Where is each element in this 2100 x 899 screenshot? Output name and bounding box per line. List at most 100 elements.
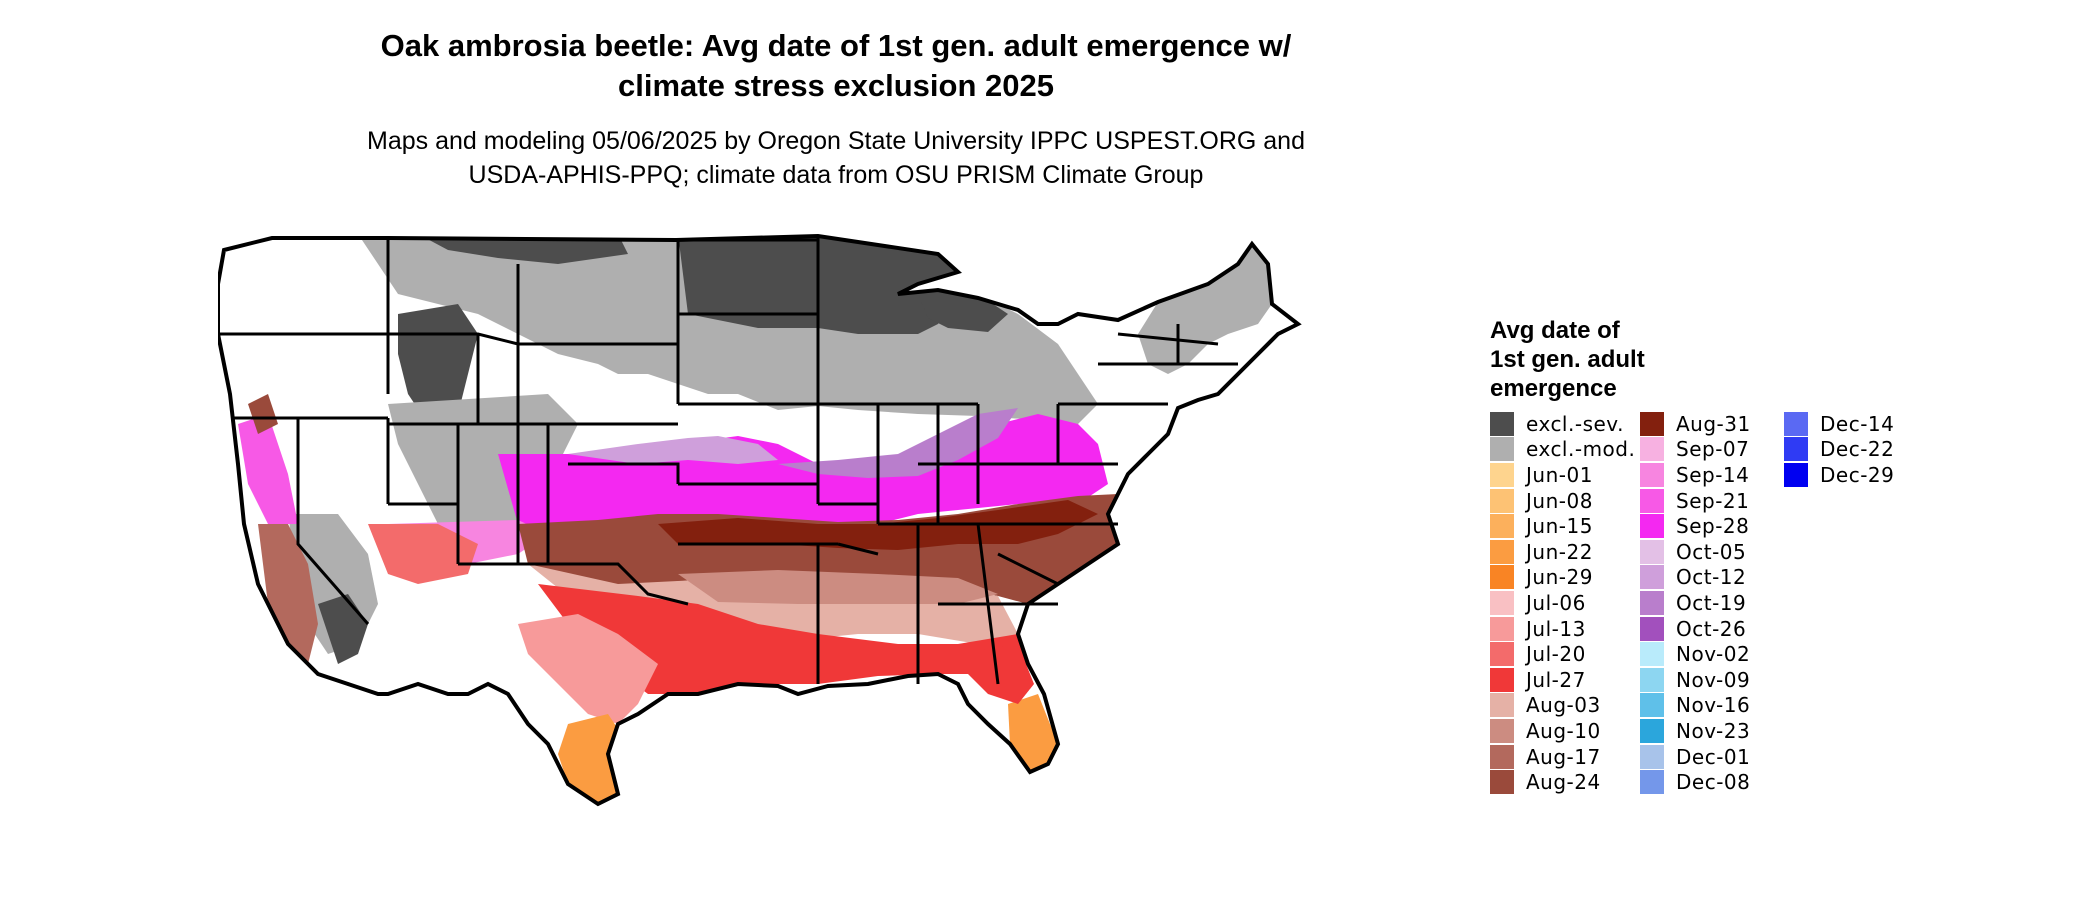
zone-oct-purple-ohio bbox=[778, 408, 1018, 478]
map-subtitle-line-1: Maps and modeling 05/06/2025 by Oregon S… bbox=[367, 127, 1305, 155]
legend-title-line-2: 1st gen. adult bbox=[1490, 346, 1645, 373]
legend-swatch bbox=[1490, 437, 1514, 462]
legend-swatch bbox=[1490, 667, 1514, 692]
legend-label: Sep-21 bbox=[1676, 488, 1750, 513]
legend-swatch bbox=[1490, 770, 1514, 795]
legend-swatch bbox=[1640, 411, 1664, 436]
legend-label: Dec-29 bbox=[1820, 462, 1895, 487]
map-title-line-2: climate stress exclusion 2025 bbox=[618, 68, 1054, 103]
legend-label: Oct-05 bbox=[1676, 539, 1747, 564]
legend-swatch bbox=[1490, 642, 1514, 667]
legend-item: Jul-27 bbox=[1490, 667, 1634, 693]
legend-columns: excl.-sev. excl.-mod. Jun-01 Jun-08 Jun-15 Ju… bbox=[1490, 411, 1900, 795]
legend-item: Jul-13 bbox=[1490, 616, 1634, 642]
legend-item: Jun-01 bbox=[1490, 462, 1634, 488]
legend-swatch bbox=[1640, 616, 1664, 641]
map-subtitle: Maps and modeling 05/06/2025 by Oregon S… bbox=[0, 124, 1672, 192]
legend-label: Jul-06 bbox=[1526, 590, 1586, 615]
legend-label: Jun-01 bbox=[1526, 462, 1593, 487]
legend-swatch bbox=[1640, 462, 1664, 487]
legend-swatch bbox=[1640, 718, 1664, 743]
zone-excl-sev-montana bbox=[418, 236, 628, 264]
zone-excl-mod-northeast bbox=[1138, 244, 1272, 374]
legend-title-line-1: Avg date of bbox=[1490, 317, 1620, 344]
legend-swatch bbox=[1490, 616, 1514, 641]
legend-swatch bbox=[1640, 488, 1664, 513]
legend-item: Jul-06 bbox=[1490, 590, 1634, 616]
legend-item: Oct-12 bbox=[1640, 565, 1778, 591]
legend-label: Nov-16 bbox=[1676, 693, 1751, 718]
legend-item: Sep-21 bbox=[1640, 488, 1778, 514]
legend-swatch bbox=[1490, 718, 1514, 743]
legend-item: Dec-14 bbox=[1784, 411, 1894, 437]
legend-swatch bbox=[1640, 539, 1664, 564]
emergence-zones bbox=[218, 236, 1298, 804]
legend-item: Nov-23 bbox=[1640, 718, 1778, 744]
zone-jul-red-gulf bbox=[538, 584, 1028, 694]
legend-label: Jun-08 bbox=[1526, 488, 1593, 513]
legend-item: Jun-15 bbox=[1490, 513, 1634, 539]
legend-label: Dec-01 bbox=[1676, 744, 1751, 769]
legend-swatch bbox=[1490, 462, 1514, 487]
legend-swatch bbox=[1640, 642, 1664, 667]
legend-column: Aug-31 Sep-07 Sep-14 Sep-21 Sep-28 Oct-05 Oct-… bbox=[1640, 411, 1778, 795]
legend-title: Avg date of 1st gen. adult emergence bbox=[1490, 316, 1900, 403]
legend-swatch bbox=[1640, 693, 1664, 718]
legend-label: excl.-mod. bbox=[1526, 437, 1636, 462]
map-title: Oak ambrosia beetle: Avg date of 1st gen… bbox=[0, 26, 1672, 106]
legend-label: Nov-09 bbox=[1676, 667, 1751, 692]
map-subtitle-line-2: USDA-APHIS-PPQ; climate data from OSU PR… bbox=[468, 161, 1204, 189]
legend-label: Jun-15 bbox=[1526, 514, 1593, 539]
legend-label: Aug-03 bbox=[1526, 693, 1601, 718]
legend-swatch bbox=[1490, 411, 1514, 436]
zone-excl-sev-wisconsin bbox=[918, 294, 1008, 332]
zone-ca-brown bbox=[248, 394, 278, 434]
legend-label: Jul-27 bbox=[1526, 667, 1586, 692]
legend-swatch bbox=[1490, 565, 1514, 590]
legend-label: Aug-31 bbox=[1676, 411, 1751, 436]
us-map bbox=[216, 224, 1458, 894]
legend-item: Aug-24 bbox=[1490, 769, 1634, 795]
us-outline bbox=[216, 233, 1302, 807]
legend-item: Sep-28 bbox=[1640, 513, 1778, 539]
map-title-line-1: Oak ambrosia beetle: Avg date of 1st gen… bbox=[380, 28, 1292, 63]
legend-label: Sep-28 bbox=[1676, 514, 1750, 539]
legend-label: Dec-14 bbox=[1820, 411, 1895, 436]
legend-swatch bbox=[1640, 514, 1664, 539]
legend-swatch bbox=[1490, 514, 1514, 539]
legend-swatch bbox=[1640, 744, 1664, 769]
legend-swatch bbox=[1490, 488, 1514, 513]
legend-swatch bbox=[1640, 667, 1664, 692]
legend-item: Jul-20 bbox=[1490, 641, 1634, 667]
legend-label: Oct-12 bbox=[1676, 565, 1747, 590]
state-borders bbox=[218, 236, 1238, 685]
zone-sw-brown bbox=[258, 524, 318, 664]
legend-label: Sep-14 bbox=[1676, 462, 1750, 487]
zone-jul-pink-texas bbox=[518, 614, 658, 724]
legend-item: Aug-10 bbox=[1490, 718, 1634, 744]
legend-item: Nov-02 bbox=[1640, 641, 1778, 667]
legend-title-line-3: emergence bbox=[1490, 375, 1617, 402]
legend-swatch bbox=[1490, 539, 1514, 564]
legend-label: Jun-29 bbox=[1526, 565, 1593, 590]
zone-sw-red bbox=[368, 524, 478, 584]
legend-item: Jun-29 bbox=[1490, 565, 1634, 591]
legend-swatch bbox=[1784, 437, 1808, 462]
legend-swatch bbox=[1640, 565, 1664, 590]
legend-label: Aug-17 bbox=[1526, 744, 1601, 769]
legend-column: excl.-sev. excl.-mod. Jun-01 Jun-08 Jun-15 Ju… bbox=[1490, 411, 1636, 795]
legend-label: Aug-24 bbox=[1526, 770, 1601, 795]
legend-swatch bbox=[1640, 770, 1664, 795]
zone-jun-orange-texas bbox=[558, 714, 628, 804]
legend-item: Nov-16 bbox=[1640, 693, 1778, 719]
legend-item: Jun-22 bbox=[1490, 539, 1634, 565]
legend-label: Dec-08 bbox=[1676, 770, 1751, 795]
legend-item: Oct-05 bbox=[1640, 539, 1778, 565]
legend-item: Dec-08 bbox=[1640, 769, 1778, 795]
legend-item: Nov-09 bbox=[1640, 667, 1778, 693]
legend-swatch bbox=[1640, 437, 1664, 462]
legend-item: Aug-03 bbox=[1490, 693, 1634, 719]
legend-label: Oct-19 bbox=[1676, 590, 1747, 615]
legend-label: Jul-20 bbox=[1526, 642, 1586, 667]
legend-swatch bbox=[1490, 693, 1514, 718]
